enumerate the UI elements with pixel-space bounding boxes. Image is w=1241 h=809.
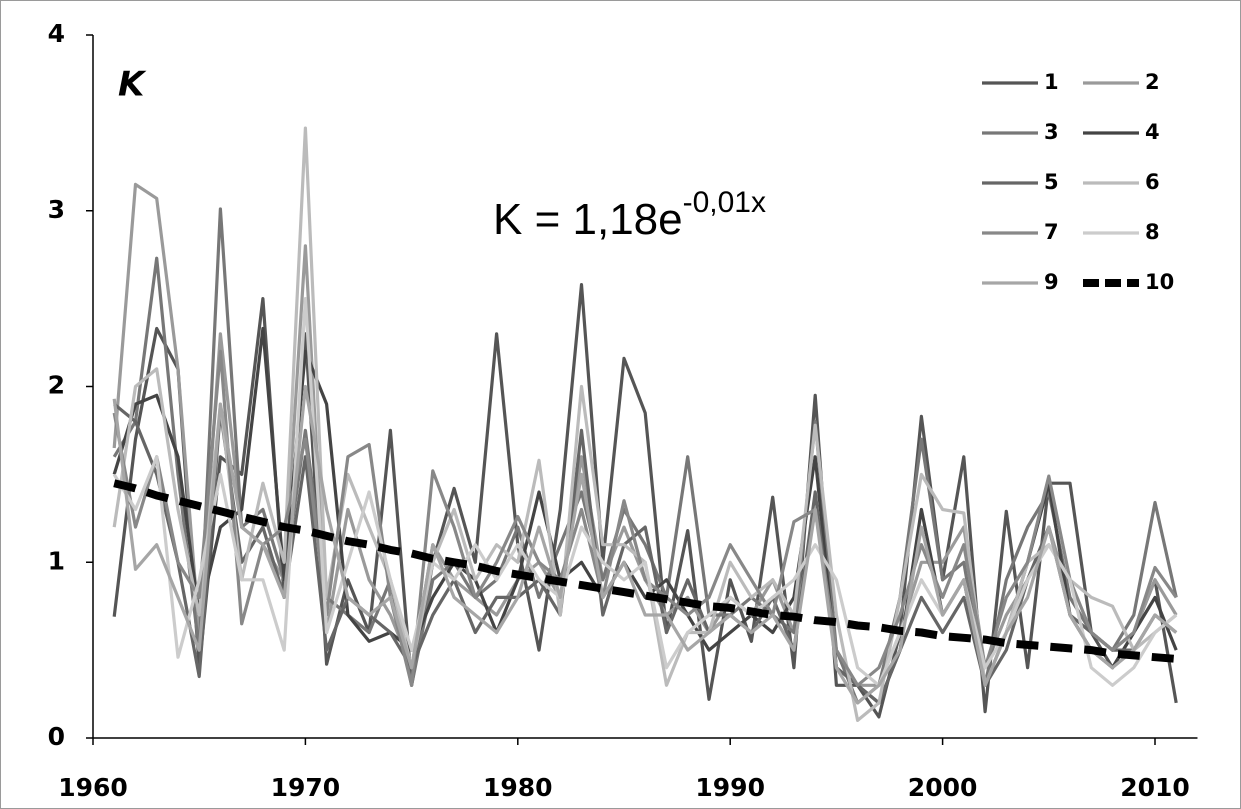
trend-line	[113, 479, 1177, 663]
legend-label: 1	[1044, 70, 1059, 94]
x-tick-label: 2000	[908, 773, 978, 802]
y-tick-label: 3	[48, 195, 65, 224]
axis-annotation: K	[118, 65, 147, 105]
y-tick-label: 1	[48, 546, 65, 575]
equation-exponent: -0,01x	[683, 186, 766, 219]
legend-label: 3	[1044, 120, 1059, 144]
legend-label: 7	[1044, 220, 1059, 244]
x-tick-label: 1990	[695, 773, 765, 802]
x-tick-label: 2010	[1120, 773, 1190, 802]
x-tick-label: 1980	[483, 773, 553, 802]
legend-label: 10	[1145, 270, 1174, 294]
legend-label: 9	[1044, 270, 1059, 294]
legend-label: 2	[1145, 70, 1160, 94]
y-tick-label: 0	[48, 722, 65, 751]
series-line	[112, 349, 1178, 687]
legend-label: 5	[1044, 170, 1059, 194]
equation: K = 1,18e-0,01x	[493, 186, 766, 244]
legend-label: 4	[1145, 120, 1160, 144]
legend-label: 6	[1145, 170, 1160, 194]
equation-base: K = 1,18e	[493, 195, 683, 244]
x-tick-label: 1960	[58, 773, 128, 802]
y-tick-label: 2	[48, 371, 65, 400]
legend-label: 8	[1145, 220, 1160, 244]
x-tick-label: 1970	[271, 773, 341, 802]
y-tick-label: 4	[48, 19, 65, 48]
